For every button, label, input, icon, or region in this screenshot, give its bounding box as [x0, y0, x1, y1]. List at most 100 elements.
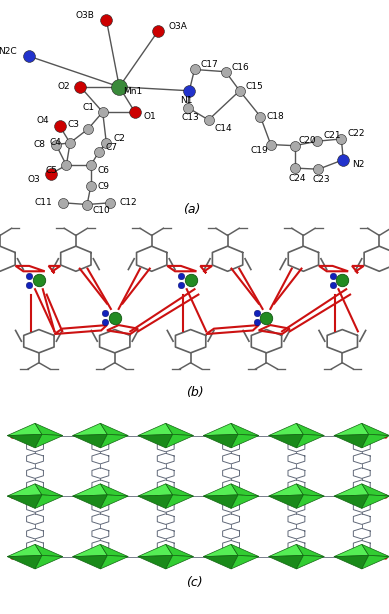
Point [284, 491, 290, 501]
Point [284, 552, 290, 562]
Point [153, 552, 159, 562]
Point [163, 546, 169, 556]
Point [36, 275, 42, 285]
Point [97, 497, 103, 507]
Polygon shape [203, 434, 238, 448]
Point [163, 497, 169, 507]
Point [112, 313, 118, 323]
Point [223, 67, 229, 77]
Point [32, 497, 38, 507]
Polygon shape [7, 495, 42, 508]
Point [238, 552, 244, 562]
Point [382, 491, 388, 501]
Point [228, 436, 234, 446]
Polygon shape [7, 556, 42, 569]
Point [26, 280, 32, 290]
Point [178, 271, 184, 281]
Polygon shape [7, 484, 42, 496]
Point [63, 160, 70, 170]
Point [268, 139, 274, 149]
Point [218, 430, 224, 440]
Text: Mn1: Mn1 [123, 87, 142, 96]
Polygon shape [72, 495, 107, 508]
Polygon shape [231, 423, 259, 435]
Point [349, 491, 355, 501]
Text: C21: C21 [323, 131, 341, 140]
Polygon shape [100, 423, 128, 435]
Point [218, 491, 224, 501]
Point [359, 497, 365, 507]
Point [88, 181, 94, 191]
Text: C14: C14 [214, 124, 232, 133]
Point [32, 436, 38, 446]
Polygon shape [362, 556, 389, 569]
Polygon shape [100, 545, 128, 557]
Polygon shape [166, 423, 194, 435]
Polygon shape [362, 495, 389, 508]
Polygon shape [268, 556, 303, 569]
Point [42, 491, 48, 501]
Polygon shape [7, 434, 42, 448]
Polygon shape [203, 545, 238, 557]
Point [187, 275, 194, 285]
Text: (a): (a) [183, 203, 201, 216]
Point [172, 552, 179, 562]
Text: C5: C5 [46, 166, 58, 176]
Text: C16: C16 [231, 63, 249, 72]
Text: N2: N2 [352, 160, 364, 169]
Point [218, 552, 224, 562]
Point [349, 552, 355, 562]
Point [9, 430, 15, 440]
Point [329, 271, 336, 281]
Point [382, 430, 388, 440]
Point [238, 430, 244, 440]
Point [293, 436, 300, 446]
Point [95, 147, 102, 157]
Point [107, 198, 113, 208]
Polygon shape [268, 434, 303, 448]
Polygon shape [296, 556, 324, 569]
Polygon shape [334, 423, 369, 435]
Text: C2: C2 [113, 134, 125, 143]
Point [9, 552, 15, 562]
Text: C17: C17 [200, 61, 218, 69]
Polygon shape [72, 434, 107, 448]
Polygon shape [296, 484, 324, 496]
Polygon shape [72, 545, 107, 557]
Point [349, 430, 355, 440]
Polygon shape [100, 556, 128, 569]
Text: C20: C20 [299, 136, 316, 144]
Polygon shape [231, 484, 259, 496]
Polygon shape [296, 545, 324, 557]
Point [314, 136, 321, 146]
Point [42, 552, 48, 562]
Polygon shape [231, 545, 259, 557]
Point [228, 486, 234, 495]
Text: C23: C23 [312, 175, 330, 184]
Polygon shape [268, 423, 303, 435]
Polygon shape [268, 484, 303, 496]
Polygon shape [35, 495, 63, 508]
Text: C8: C8 [33, 140, 46, 149]
Polygon shape [296, 434, 324, 448]
Text: N1: N1 [180, 96, 193, 106]
Text: C6: C6 [98, 166, 110, 176]
Polygon shape [7, 423, 42, 435]
Text: C9: C9 [98, 182, 110, 190]
Point [116, 82, 123, 91]
Text: C11: C11 [35, 198, 53, 208]
Point [60, 198, 67, 208]
Point [97, 436, 103, 446]
Point [205, 115, 212, 125]
Text: O3A: O3A [168, 22, 187, 31]
Point [26, 271, 32, 281]
Point [77, 82, 84, 91]
Point [228, 546, 234, 556]
Polygon shape [231, 556, 259, 569]
Point [172, 430, 179, 440]
Polygon shape [203, 423, 238, 435]
Polygon shape [100, 484, 128, 496]
Point [163, 436, 169, 446]
Point [32, 486, 38, 495]
Text: C7: C7 [105, 144, 117, 152]
